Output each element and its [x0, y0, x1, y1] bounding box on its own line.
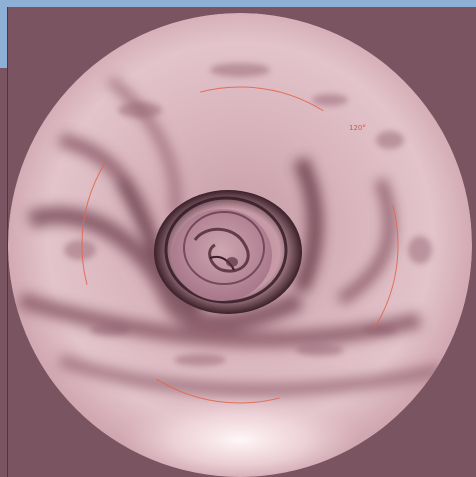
- window-header-bar: [0, 0, 476, 7]
- side-panel-tab: [0, 7, 7, 68]
- view-angle-label: 120°: [349, 124, 366, 132]
- colon-wall-render: [8, 13, 472, 477]
- viewport-border: [7, 7, 8, 477]
- orientation-guide-ring: [81, 86, 399, 404]
